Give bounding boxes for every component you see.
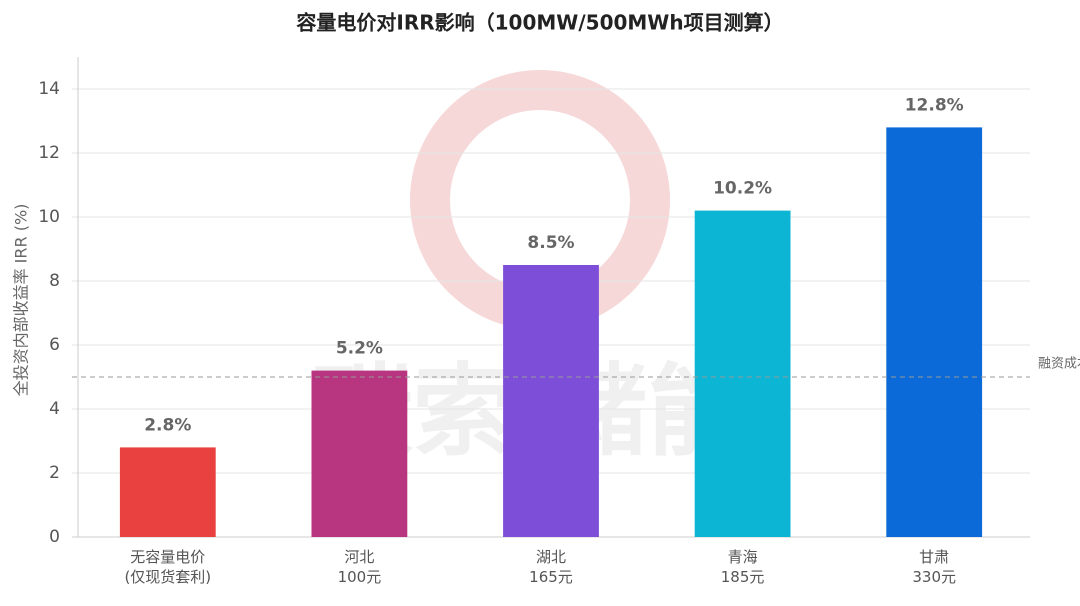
y-tick-label: 8 <box>49 271 60 291</box>
x-tick-label: 湖北 165元 <box>529 548 573 586</box>
value-label: 10.2% <box>713 179 772 199</box>
reference-label: 融资成本线 <box>1038 357 1080 372</box>
x-tick-label: 青海 185元 <box>720 548 765 586</box>
y-tick-label: 4 <box>49 399 60 419</box>
y-tick-label: 10 <box>38 207 60 227</box>
value-label: 8.5% <box>527 233 574 253</box>
value-label: 2.8% <box>144 415 191 435</box>
y-axis-label: 全投资内部收益率 IRR (%) <box>12 204 31 397</box>
value-label: 12.8% <box>905 95 964 115</box>
bar <box>886 127 983 538</box>
y-tick-label: 0 <box>49 527 60 547</box>
value-label: 5.2% <box>336 339 383 359</box>
bar <box>311 370 408 537</box>
y-tick-label: 6 <box>49 335 60 355</box>
bar <box>694 210 791 537</box>
x-tick-label: 河北 100元 <box>337 548 382 586</box>
y-tick-label: 2 <box>49 463 60 483</box>
x-tick-label: 甘肃 330元 <box>912 548 956 586</box>
x-tick-label: 无容量电价 (仅现货套利) <box>124 548 212 586</box>
y-tick-label: 12 <box>38 143 60 163</box>
bar <box>503 265 599 537</box>
chart-title: 容量电价对IRR影响（100MW/500MWh项目测算） <box>296 11 783 35</box>
bar <box>119 447 216 537</box>
y-tick-label: 14 <box>38 79 60 99</box>
